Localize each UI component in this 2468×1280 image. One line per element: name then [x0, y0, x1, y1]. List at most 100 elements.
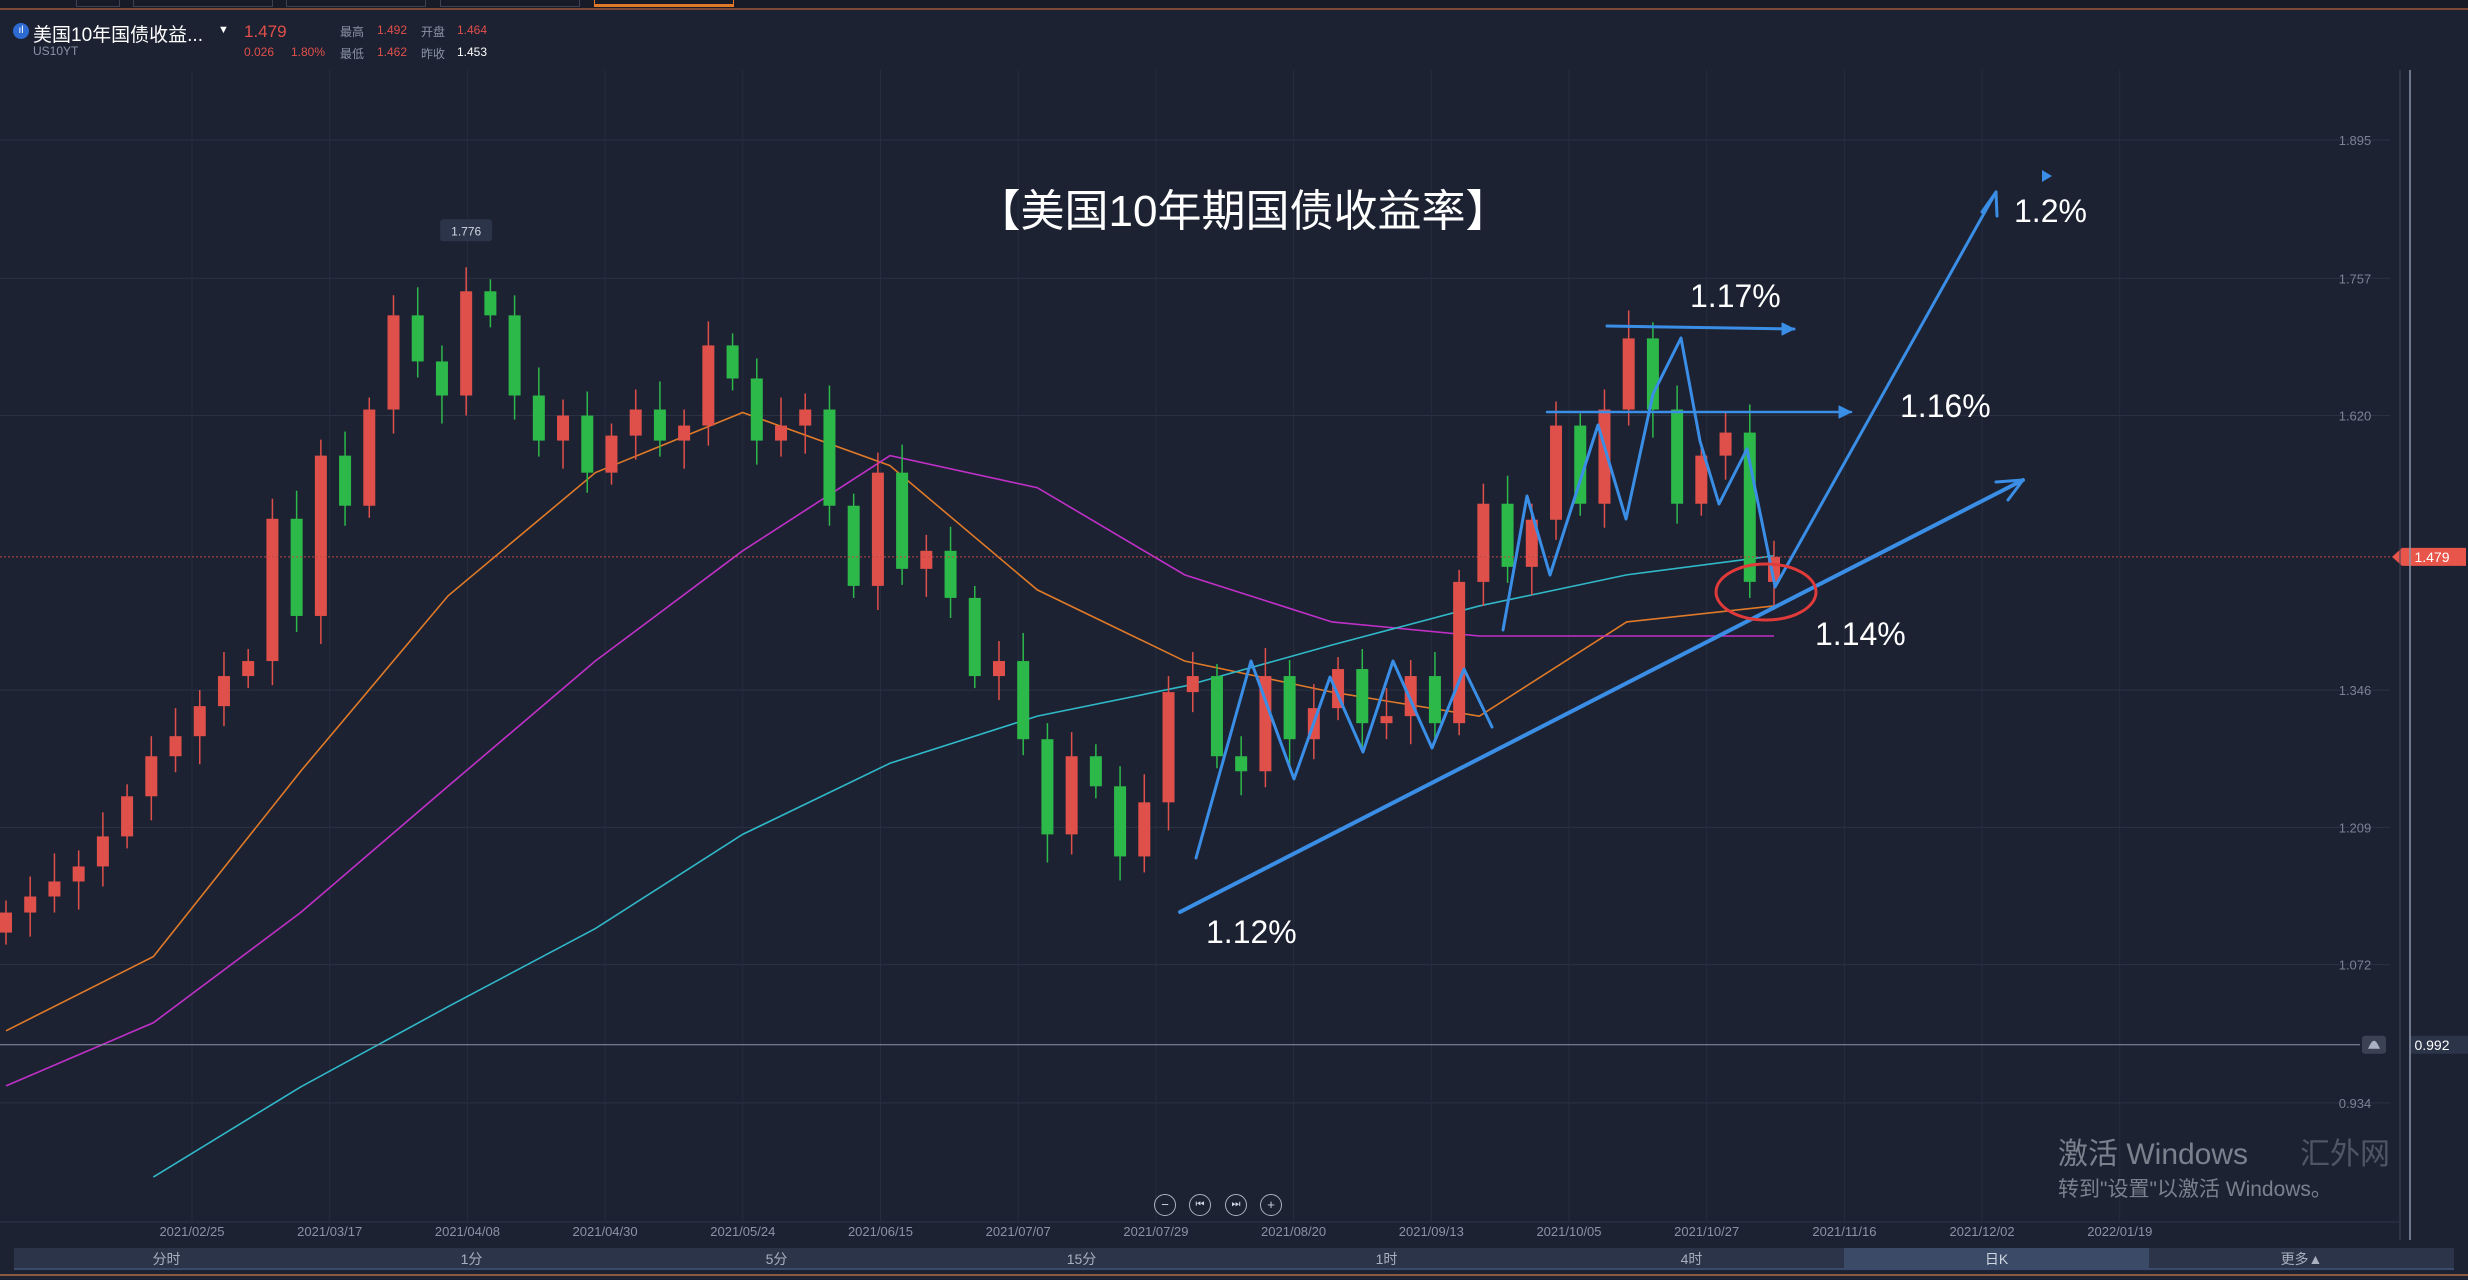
symbol-header: ıl 美国10年国债收益... ▼ US10YT 1.479 0.026 1.8…	[0, 14, 700, 64]
candle-body	[242, 661, 255, 677]
candle	[363, 397, 376, 518]
candle	[1477, 483, 1490, 606]
y-tick-label: 1.895	[2339, 133, 2372, 148]
candle	[1501, 475, 1514, 583]
candle	[968, 585, 981, 689]
period-tab-5m[interactable]: 5分	[765, 1251, 788, 1267]
top-tab[interactable]	[133, 0, 273, 7]
prev-close-value: 1.453	[457, 45, 488, 59]
candle	[1428, 652, 1441, 744]
candle-body	[1671, 409, 1684, 504]
zigzag-wave-1	[1194, 659, 1494, 860]
candle	[1041, 723, 1054, 863]
candle-body	[702, 345, 715, 426]
candle	[799, 393, 812, 454]
candle	[217, 652, 230, 727]
candle	[484, 279, 497, 328]
candle	[460, 267, 473, 416]
candle	[1671, 385, 1684, 524]
candle	[411, 287, 424, 378]
candle-body	[1550, 425, 1563, 520]
top-tab[interactable]	[286, 0, 426, 7]
candle	[992, 641, 1005, 701]
candle-body	[1453, 581, 1466, 724]
candle-body	[1477, 503, 1490, 582]
candle	[1525, 503, 1538, 595]
period-tab-15m[interactable]: 15分	[1066, 1251, 1097, 1267]
period-tab-4h[interactable]: 4时	[1680, 1251, 1703, 1267]
zoom-out-button[interactable]: −	[1154, 1194, 1176, 1216]
candle	[1743, 404, 1756, 598]
candle-body	[1646, 338, 1659, 410]
top-tab-active[interactable]	[594, 0, 734, 7]
alert-price-tag	[2410, 1035, 2468, 1054]
top-tab[interactable]	[440, 0, 580, 7]
candle-body	[145, 756, 158, 797]
candle	[1695, 443, 1708, 516]
zoom-in-button[interactable]: +	[1260, 1194, 1282, 1216]
candle	[266, 498, 279, 686]
bottom-border	[0, 1274, 2468, 1276]
candle-body	[193, 706, 206, 737]
top-tab[interactable]	[76, 0, 120, 7]
x-tick-label: 2021/11/16	[1812, 1224, 1876, 1239]
open-label: 开盘	[421, 25, 446, 39]
alert-price-label: 0.992	[2414, 1037, 2449, 1053]
x-tick-label: 2021/08/20	[1261, 1224, 1326, 1239]
rewind-button[interactable]: ⏮	[1189, 1194, 1211, 1216]
candle	[702, 321, 715, 446]
candle-body	[1210, 676, 1223, 757]
y-tick-label: 0.934	[2339, 1096, 2372, 1111]
chevron-down-icon[interactable]: ▼	[218, 24, 229, 36]
x-tick-label: 2021/09/13	[1399, 1224, 1464, 1239]
symbol-name[interactable]: 美国10年国债收益...	[33, 25, 203, 46]
candle	[169, 708, 182, 773]
last-price: 1.479	[244, 22, 287, 41]
candle	[387, 295, 400, 434]
candle	[1017, 632, 1030, 756]
candle-body	[363, 409, 376, 506]
candle-body	[678, 425, 691, 441]
candle	[726, 333, 739, 391]
candle	[1719, 412, 1732, 480]
candle	[435, 345, 448, 424]
candle-body	[1283, 676, 1296, 740]
x-tick-label: 2021/04/08	[435, 1224, 500, 1239]
candle-body	[653, 409, 666, 441]
candle-body	[1235, 756, 1248, 772]
candle-body	[121, 796, 134, 837]
period-tab-timeshare[interactable]: 分时	[152, 1251, 181, 1267]
x-tick-label: 2021/05/24	[710, 1224, 775, 1239]
candle	[1622, 310, 1635, 426]
candle-body	[1719, 432, 1732, 456]
site-watermark: 汇外网	[2300, 1138, 2390, 1171]
candle-body	[169, 736, 182, 757]
candle	[920, 534, 933, 597]
candle-body	[823, 409, 836, 506]
y-tick-label: 1.346	[2339, 683, 2372, 698]
current-price-label: 1.479	[2414, 549, 2449, 565]
candle	[750, 358, 763, 465]
period-tab-1m[interactable]: 1分	[460, 1251, 483, 1267]
annotation-1-17pct: 1.17%	[1690, 278, 1781, 314]
high-label: 最高	[340, 25, 365, 39]
candle-body	[1089, 756, 1102, 787]
candle	[1550, 401, 1563, 540]
low-label: 最低	[340, 47, 365, 61]
candle	[193, 690, 206, 765]
period-tab-more[interactable]: 更多▲	[2280, 1251, 2323, 1267]
symbol-code: US10YT	[33, 44, 79, 58]
period-tab-1h[interactable]: 1时	[1375, 1251, 1398, 1267]
windows-activation-text: 转到"设置"以激活 Windows。	[2058, 1178, 2332, 1201]
candle	[0, 900, 12, 945]
candle	[1356, 649, 1369, 748]
price-change: 0.026	[244, 45, 275, 59]
candle-body	[0, 912, 12, 933]
arrow-head	[1980, 190, 1999, 218]
forward-button[interactable]: ⏭	[1225, 1194, 1247, 1216]
period-tab-daily[interactable]: 日K	[1844, 1248, 2149, 1268]
candle-body	[1574, 425, 1587, 504]
candle-body	[871, 472, 884, 586]
candle	[1162, 676, 1175, 831]
